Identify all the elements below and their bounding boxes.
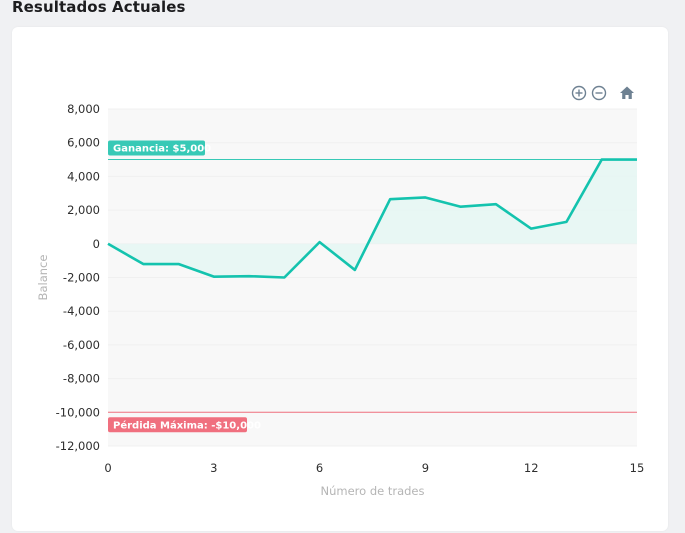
loss-label-box: [108, 417, 247, 433]
data-point[interactable]: [106, 242, 110, 246]
loss-label: Pérdida Máxima: -$10,000: [113, 419, 261, 431]
home-icon[interactable]: [618, 84, 636, 102]
x-axis-title: Número de trades: [320, 484, 424, 498]
page-title: Resultados Actuales: [12, 0, 186, 16]
y-tick-label: 4,000: [67, 169, 100, 183]
series-area: [108, 159, 637, 278]
y-tick-label: -2,000: [63, 271, 100, 285]
y-axis-title: Balance: [36, 255, 50, 301]
data-point[interactable]: [388, 197, 392, 201]
x-tick-label: 12: [524, 461, 539, 475]
x-tick-label: 6: [316, 461, 323, 475]
y-tick-label: 8,000: [67, 102, 100, 116]
data-point[interactable]: [141, 262, 145, 266]
data-point[interactable]: [494, 202, 498, 206]
data-point[interactable]: [635, 158, 639, 162]
data-point[interactable]: [564, 220, 568, 224]
data-point[interactable]: [212, 275, 216, 279]
y-tick-label: 0: [93, 237, 100, 251]
y-tick-label: -6,000: [63, 338, 100, 352]
data-point[interactable]: [177, 262, 181, 266]
x-tick-label: 15: [630, 461, 645, 475]
data-point[interactable]: [353, 268, 357, 272]
x-tick-label: 0: [104, 461, 111, 475]
profit-label-box: [108, 140, 205, 156]
y-tick-label: -10,000: [56, 405, 100, 419]
y-tick-label: 6,000: [67, 136, 100, 150]
data-point[interactable]: [459, 205, 463, 209]
x-tick-label: 9: [422, 461, 429, 475]
series-line: [107, 158, 637, 279]
y-tick-label: -4,000: [63, 304, 100, 318]
data-point[interactable]: [282, 276, 286, 280]
zoom-out-icon[interactable]: [590, 84, 608, 102]
data-point[interactable]: [247, 274, 251, 278]
zoom-in-icon[interactable]: [570, 84, 588, 102]
data-point[interactable]: [600, 158, 604, 162]
data-point[interactable]: [318, 240, 322, 244]
y-tick-label: -8,000: [63, 372, 100, 386]
profit-label: Ganancia: $5,000: [113, 144, 211, 155]
data-point[interactable]: [529, 227, 533, 231]
data-point[interactable]: [423, 195, 427, 199]
y-tick-label: 2,000: [67, 203, 100, 217]
y-tick-label: -12,000: [56, 439, 100, 453]
x-tick-label: 3: [210, 461, 217, 475]
